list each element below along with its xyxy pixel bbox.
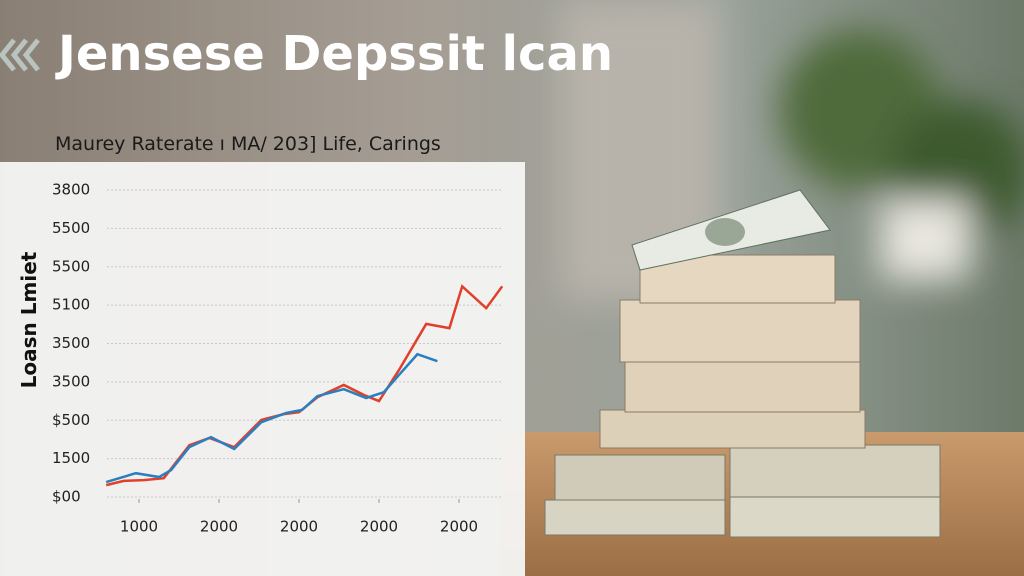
- x-tick-label: 2000: [280, 518, 318, 536]
- y-tick-label: 3500: [52, 372, 90, 390]
- chart-subtitle: Maurey Raterate ı MA/ 203] Life, Carings: [55, 133, 441, 155]
- chart-panel: [0, 162, 525, 576]
- y-tick-label: $00: [52, 488, 81, 506]
- y-axis-label: Loasn Lmiet: [17, 251, 41, 388]
- page-title: Jensese Depssit lcan: [55, 26, 613, 82]
- x-tick-label: 1000: [120, 518, 158, 536]
- money-stack: [544, 189, 941, 538]
- back-icon: [0, 38, 40, 72]
- y-tick-label: 3500: [52, 334, 90, 352]
- y-tick-label: 5500: [52, 257, 90, 275]
- y-tick-label: 5500: [52, 219, 90, 237]
- x-tick-label: 2000: [360, 518, 398, 536]
- x-tick-label: 2000: [200, 518, 238, 536]
- y-tick-label: 5100: [52, 296, 90, 314]
- plot: $00 1500 $500 3500 3500 5100 5500 5500 3800 1000 2…: [52, 181, 504, 536]
- y-tick-label: 3800: [52, 181, 90, 199]
- x-tick-label: 2000: [440, 518, 478, 536]
- y-tick-label: $500: [52, 411, 90, 429]
- y-tick-label: 1500: [52, 449, 90, 467]
- line-series: [105, 352, 438, 484]
